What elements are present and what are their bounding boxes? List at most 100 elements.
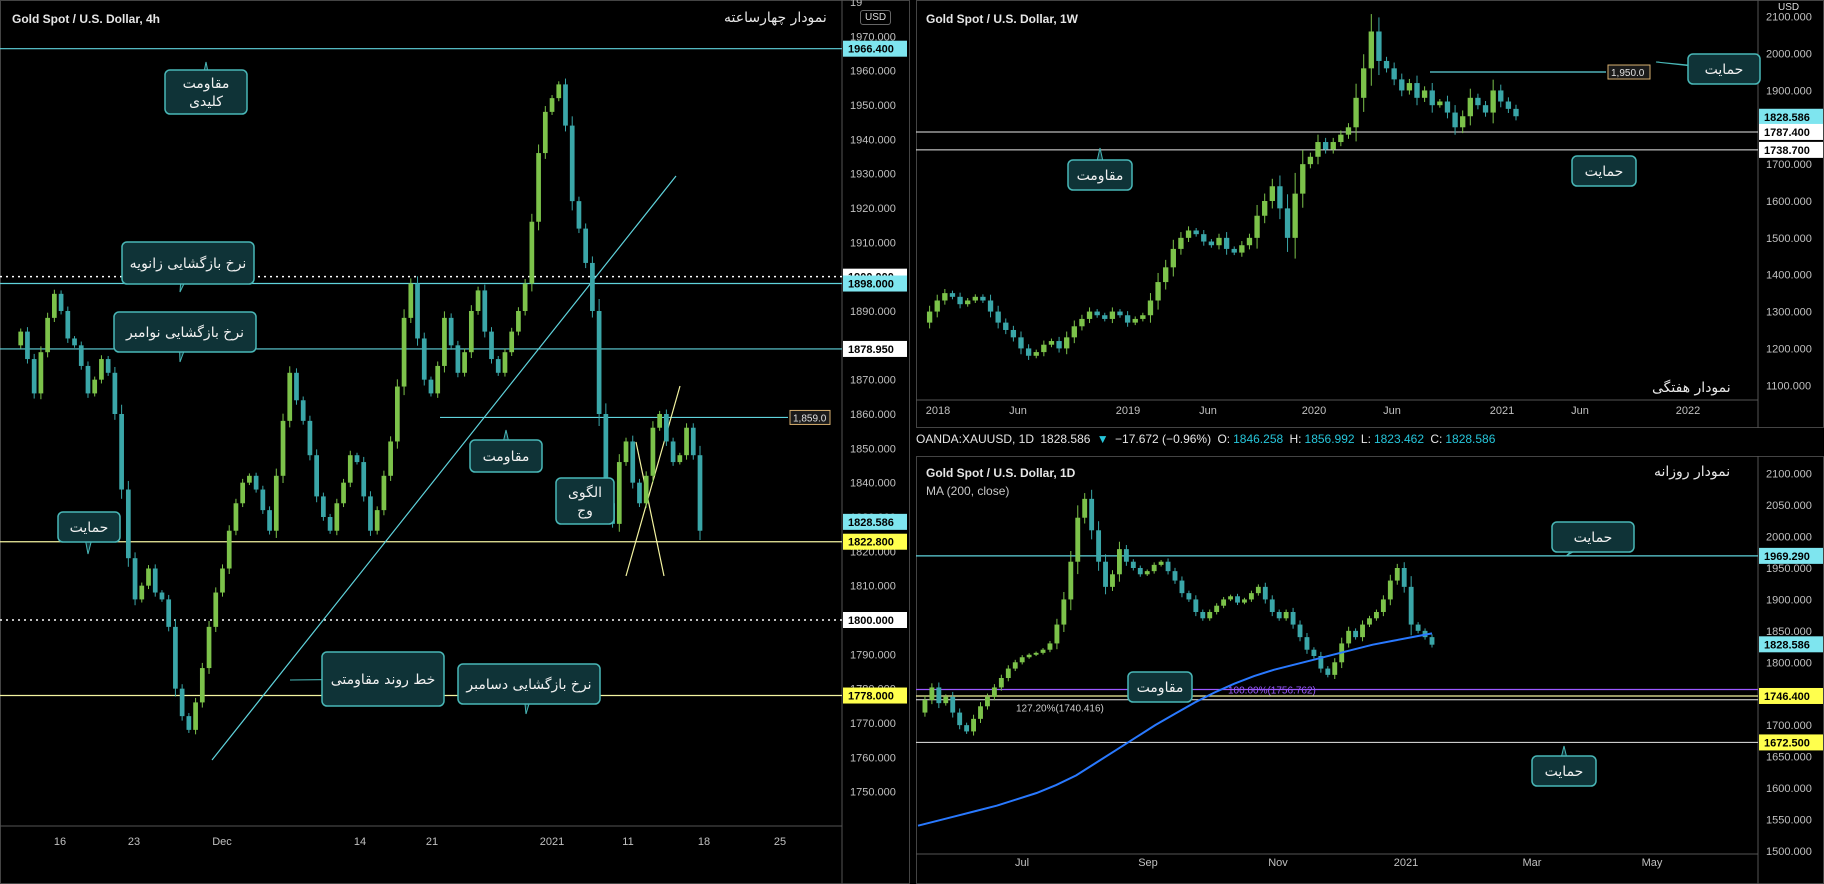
candle-body (1124, 315, 1131, 323)
candle-body (1467, 97, 1473, 117)
price-badge-label: 1828.586 (1764, 639, 1810, 651)
candle-body (173, 626, 178, 689)
callout-box[interactable] (1571, 155, 1637, 187)
candle-body (92, 379, 98, 394)
x-tick-label: Dec (212, 836, 232, 848)
ma-200-line[interactable] (917, 632, 1433, 827)
callout-box[interactable] (1551, 521, 1635, 553)
candle-body (327, 517, 333, 531)
y-tick-label: 2000.000 (1766, 49, 1812, 61)
candle-body (442, 317, 447, 366)
candle-body (616, 462, 622, 524)
y-tick-label: 1600.000 (1766, 196, 1812, 208)
price-badge (843, 340, 907, 357)
chart-panel-4h[interactable]: 1750.0001760.0001770.0001780.0001790.000… (0, 0, 910, 884)
candle-body (199, 668, 205, 703)
ma-indicator-label[interactable]: MA (200, close) (926, 484, 1010, 498)
chart-1d-svg[interactable]: 1500.000 1550.000 1600.000 1650.000 1700.000… (916, 456, 1824, 884)
candle-body (38, 352, 44, 394)
currency-badge[interactable]: USD (860, 10, 892, 25)
callout-box[interactable] (57, 511, 121, 543)
callout-box[interactable] (1687, 53, 1761, 85)
y-tick-label: 1860.000 (850, 409, 896, 421)
y-tick-label: 1750.000 (850, 787, 896, 799)
chart-panel-1d[interactable]: 1500.000 1550.000 1600.000 1650.000 1700.000… (916, 456, 1824, 884)
y-tick-label: 1940.000 (850, 134, 896, 146)
callout-label: الگوی (568, 484, 602, 501)
chart-1w-svg[interactable]: 1100.000 1200.000 1300.000 1400.000 1500.000… (916, 0, 1824, 428)
candle-body (942, 293, 948, 301)
y-tick-label: 2100.000 (1766, 12, 1812, 24)
candle-body (980, 296, 986, 301)
candle-body (1254, 215, 1260, 238)
price-badge-label: 1969.290 (1764, 551, 1810, 563)
x-tick-label: 2022 (1676, 405, 1700, 417)
y-tick-label: 1300.000 (1766, 307, 1812, 319)
x-tick-label: May (1642, 857, 1663, 869)
candle-body (166, 599, 172, 627)
candle-body (1460, 116, 1466, 128)
candle-body (630, 441, 636, 483)
chart-title: Gold Spot / U.S. Dollar, 1W (926, 12, 1079, 26)
callout-box[interactable] (457, 663, 601, 705)
callout-box[interactable] (1531, 755, 1597, 787)
candle-body (374, 510, 380, 531)
callout-box[interactable] (1127, 671, 1193, 703)
candle-body (1123, 549, 1129, 562)
y-tick-label: 1800.000 (1766, 657, 1812, 669)
candle-body (998, 678, 1004, 688)
price-badge-label: 1787.400 (1764, 127, 1810, 139)
candle-body (1068, 561, 1074, 600)
wedge-lower-line[interactable] (635, 441, 665, 577)
ray-price-badge (1607, 64, 1651, 80)
candle-body (1048, 341, 1055, 345)
candle-body (381, 475, 387, 511)
callout-box[interactable] (469, 439, 543, 473)
candle-body (1239, 245, 1245, 253)
fib-level-label: 100.00%(1756.762) (1228, 685, 1316, 696)
price-badge (1759, 636, 1823, 653)
candle-body (529, 221, 535, 284)
symbol-label[interactable]: OANDA:XAUUSD, 1D (916, 432, 1035, 446)
candle-body (1429, 637, 1435, 645)
candle-body (1311, 649, 1317, 656)
x-tick-label: 18 (698, 836, 710, 848)
candle-body (516, 311, 521, 332)
chart-4h-svg[interactable]: 1750.0001760.0001770.0001780.0001790.000… (0, 0, 910, 884)
callout-box[interactable] (1067, 159, 1133, 191)
candle-body (1513, 108, 1519, 117)
price-badge-label: 1746.400 (1764, 691, 1810, 703)
x-tick-label: Jul (1015, 857, 1029, 869)
callout-box[interactable] (164, 69, 248, 115)
callout-box[interactable] (555, 477, 615, 525)
price-badge-label: 1822.800 (848, 537, 894, 549)
resistance-trendline[interactable] (211, 175, 677, 761)
currency-badge[interactable]: USD (1778, 2, 1800, 13)
y-tick-label: 1100.000 (1766, 380, 1811, 392)
candle-body (563, 84, 568, 126)
candle-body (159, 592, 165, 600)
symbol-info-bar: OANDA:XAUUSD, 1D 1828.586 ▼ −17.672 (−0.… (916, 432, 1822, 452)
candle-body (684, 427, 689, 456)
candle-body (99, 359, 104, 380)
candle-body (964, 725, 970, 732)
candle-body (112, 372, 118, 414)
candle-body (321, 496, 326, 517)
candle-body (1228, 596, 1233, 600)
y-tick-label: 1700.000 (1766, 159, 1812, 171)
candle-body (495, 359, 501, 373)
callout-box[interactable] (121, 241, 255, 285)
candle-body (361, 462, 367, 497)
callout-label: مقاومت (183, 76, 230, 92)
y-tick-label: 1850.000 (850, 443, 896, 455)
callout-box[interactable] (321, 651, 445, 707)
callout-label: نرخ بازگشایی نوامبر (125, 324, 244, 341)
callout-box[interactable] (113, 311, 257, 353)
candle-body (1376, 31, 1382, 61)
candle-body (139, 585, 145, 600)
candle-body (394, 386, 400, 442)
chart-panel-1w[interactable]: 1100.000 1200.000 1300.000 1400.000 1500.000… (916, 0, 1824, 428)
candle-body (1003, 322, 1009, 330)
candle-body (1130, 561, 1136, 568)
candle-body (522, 283, 528, 311)
